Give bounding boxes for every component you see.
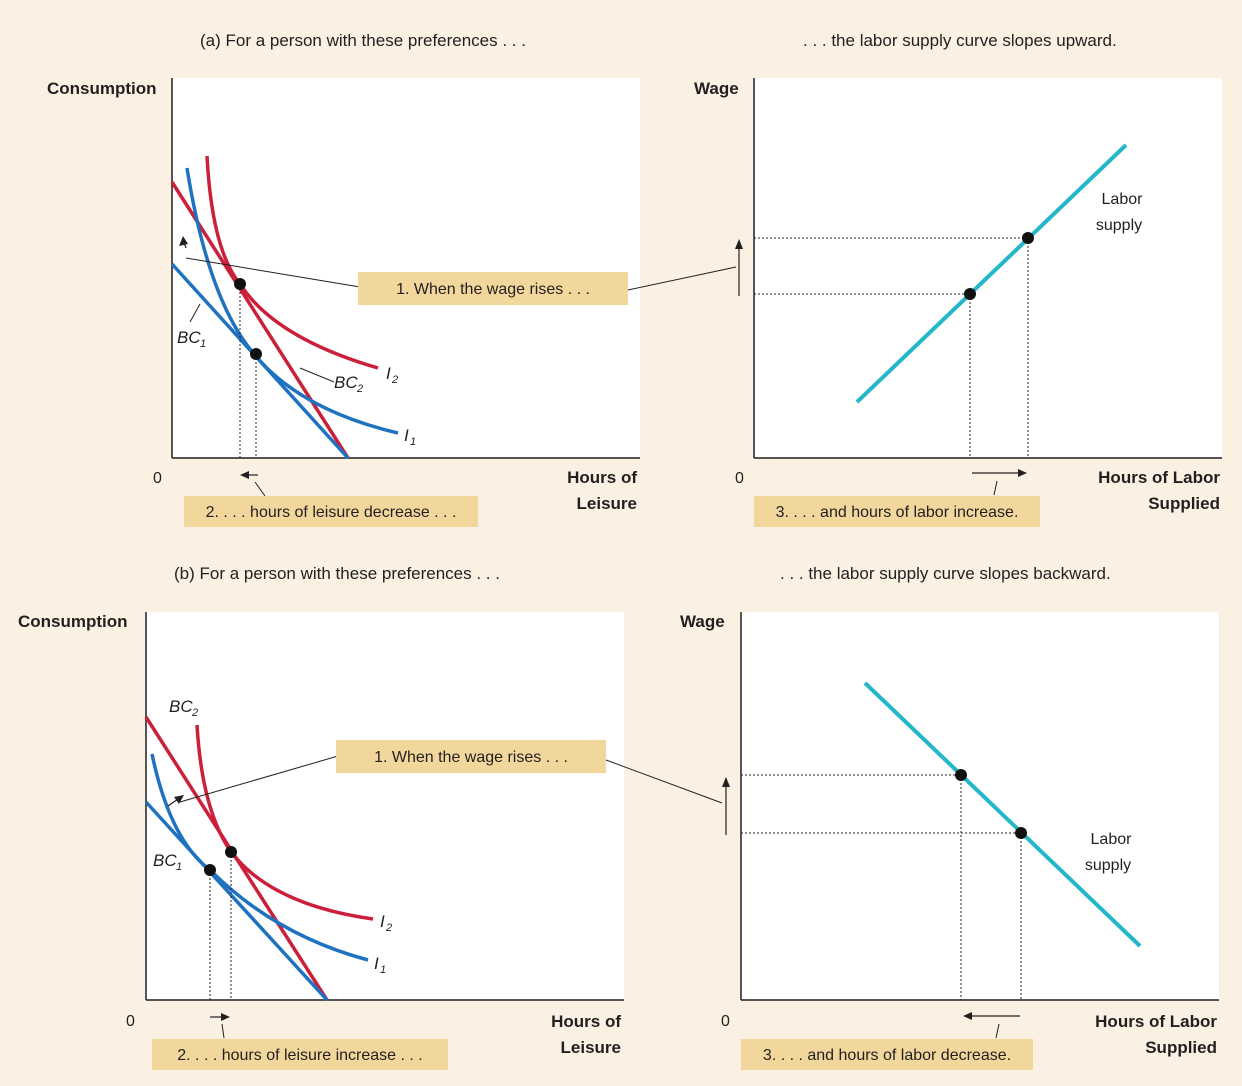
panel-b-left-x-label-line1: Hours of [551,1012,621,1031]
panel-a-optimum-before [250,348,262,360]
panel-b-left-plot [146,612,624,1000]
panel-b-labor-arrowhead [963,1012,972,1020]
panel-b-optimum-before [204,864,216,876]
panel-a-leisure-callout-text: 2. . . . hours of leisure decrease . . . [206,504,457,521]
panel-a-right-x-label-line1: Hours of Labor [1098,468,1220,487]
panel-a-labor-arrowhead [1018,469,1027,477]
panel-b-i1-label: I [374,954,379,973]
panel-b-supply-point-low-wage [1015,827,1027,839]
panel-b-left-y-label: Consumption [18,612,128,631]
panel-b-right-x-label-line1: Hours of Labor [1095,1012,1217,1031]
panel-a-right-x-label-line2: Supplied [1148,494,1220,513]
panel-b-left-x-label-line2: Leisure [561,1038,621,1057]
panel-a-bc1-leader [189,303,201,323]
panel-b-supply-label-line1: Labor [1091,831,1133,848]
panel-b-right-header: . . . the labor supply curve slopes back… [780,564,1111,583]
panel-b-right-plot [741,612,1219,1000]
panel-a-right-y-label: Wage [694,79,739,98]
panel-a-right-header: . . . the labor supply curve slopes upwa… [803,31,1117,50]
panel-b-labor-supply-curve [863,681,1142,948]
panel-a-leisure-callout-box [184,496,478,527]
panel-a-wage-arrowhead [735,239,743,249]
panel-b-right-origin: 0 [721,1013,730,1030]
panel-b-supply-point-high-wage [955,769,967,781]
panel-a-left-origin: 0 [153,470,162,487]
panel-a-labor-callout-text: 3. . . . and hours of labor increase. [776,504,1019,521]
panel-a-leisure-arrowhead [240,471,249,479]
panel-a-left-x-label-line1: Hours of [567,468,637,487]
panel-a-i1-label: I [404,426,409,445]
panel-b-labor-callout-text: 3. . . . and hours of labor decrease. [763,1047,1011,1064]
panel-b-callout-leader-left [179,755,339,803]
panel-a-leisure-leader [254,481,266,497]
panel-a-bc2-leader [299,367,335,383]
panel-a-bc2-subscript: 2 [356,383,363,395]
panel-a-left-x-label-line2: Leisure [577,494,637,513]
panel-b-optimum-after [225,846,237,858]
panel-b-i2-label: I [380,912,385,931]
panel-b-bc1-subscript: 1 [176,861,182,873]
panel-a-supply-label-line1: Labor [1102,191,1144,208]
panel-b-right-y-label: Wage [680,612,725,631]
panel-a-supply-label-line2: supply [1096,217,1142,234]
panel-b-right-x-label-line2: Supplied [1145,1038,1217,1057]
panel-a-callout-leader-left [185,257,361,288]
panel-a-right-plot [754,78,1222,458]
panel-b-bc2-label: BC [169,697,193,716]
panel-b-supply-label-line2: supply [1085,857,1131,874]
panel-a-supply-point-high [1022,232,1034,244]
panel-b-bc1-label: BC [153,851,177,870]
panel-a-right-origin: 0 [735,470,744,487]
panel-a-i2-subscript: 2 [391,374,398,386]
panel-a-left-y-label: Consumption [47,79,157,98]
panel-a-bc2-line [170,181,350,459]
panel-b-wage-callout-box [336,740,606,773]
panel-a-supply-point-low [964,288,976,300]
panel-b-callout-leader-right [605,759,723,804]
panel-b-leisure-callout-text: 2. . . . hours of leisure increase . . . [177,1047,422,1064]
panel-a-labor-supply-curve [855,143,1128,404]
panel-a-labor-callout-box [754,496,1040,527]
panel-a-bc1-subscript: 1 [200,338,206,350]
panel-b-labor-leader [995,1023,1000,1039]
panel-a-left-plot [172,78,640,458]
panel-b-i2-subscript: 2 [385,922,392,934]
panel-a-optimum-after [234,278,246,290]
panel-b-bc2-subscript: 2 [191,707,198,719]
panel-a-wage-callout-text: 1. When the wage rises . . . [396,281,590,298]
panel-a-labor-leader [993,480,998,496]
panel-a-callout-leader-right [627,266,737,291]
panel-a-bc2-label: BC [334,373,358,392]
panel-a-rotation-arrowhead [179,236,188,246]
panel-a-i2-label: I [386,364,391,383]
panel-b-leisure-leader [221,1023,225,1039]
panel-b-left-header: (b) For a person with these preferences … [174,564,500,583]
panel-b-bc1-line [144,800,329,1002]
panel-b-wage-arrowhead [722,777,730,787]
panel-b-labor-callout-box [741,1039,1033,1070]
panel-b-leisure-arrowhead [221,1013,230,1021]
panel-b-rotation-arrowhead [174,795,184,804]
panel-a-i1-subscript: 1 [410,436,416,448]
panel-b-left-origin: 0 [126,1013,135,1030]
panel-b-leisure-callout-box [152,1039,448,1070]
panel-b-i1-subscript: 1 [380,964,386,976]
panel-a: (a) For a person with these preferences … [47,31,1222,527]
panel-b: (b) For a person with these preferences … [18,564,1219,1070]
panel-b-wage-callout-text: 1. When the wage rises . . . [374,749,568,766]
panel-a-bc1-label: BC [177,328,201,347]
panel-a-left-header: (a) For a person with these preferences … [200,31,526,50]
panel-a-wage-callout-box [358,272,628,305]
